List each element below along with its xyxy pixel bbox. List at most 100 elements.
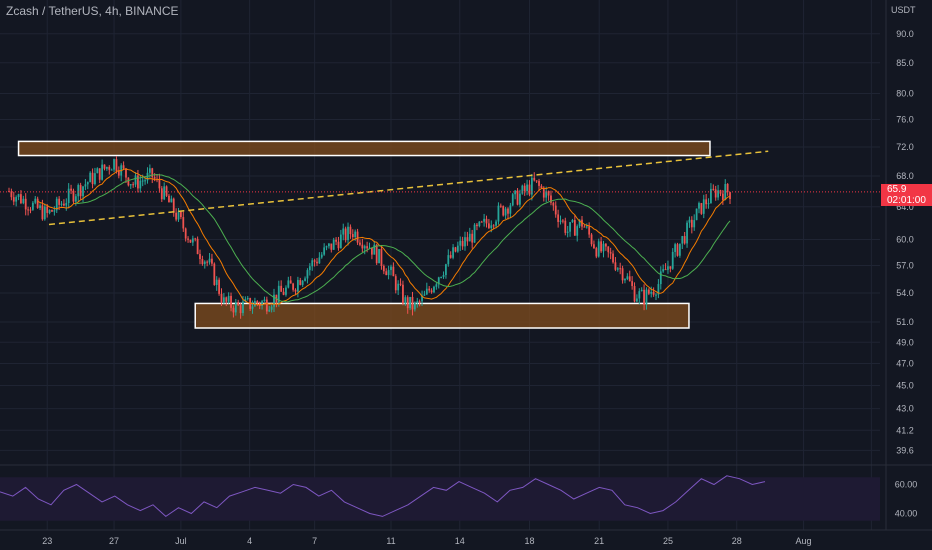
candle <box>607 246 610 253</box>
candle <box>514 190 517 195</box>
candle <box>273 294 275 307</box>
x-tick-label: 25 <box>663 536 673 546</box>
candle <box>43 206 46 220</box>
candle <box>77 185 80 197</box>
y-tick-label: 85.0 <box>896 58 914 68</box>
candle <box>332 239 335 250</box>
candle <box>562 220 564 222</box>
candle <box>636 298 638 302</box>
candle <box>404 297 407 304</box>
candle <box>535 180 538 182</box>
candle <box>676 244 679 256</box>
candle <box>554 205 557 215</box>
candle <box>492 225 495 227</box>
candle <box>578 219 581 227</box>
candle <box>237 302 240 306</box>
candle <box>468 233 471 242</box>
candle <box>287 280 290 288</box>
candle <box>215 279 218 285</box>
y-tick-label: 72.0 <box>896 142 914 152</box>
candle <box>148 168 151 173</box>
candle <box>342 228 345 235</box>
candle <box>160 188 163 200</box>
candle <box>189 239 192 243</box>
candle <box>409 296 411 309</box>
x-tick-label: Jul <box>175 536 187 546</box>
candle <box>698 203 700 209</box>
last-price-badge: 65.9 02:01:00 <box>881 184 932 206</box>
candle <box>344 228 347 241</box>
bar-countdown: 02:01:00 <box>887 195 926 206</box>
candle <box>530 177 533 195</box>
candle <box>657 284 660 295</box>
candle <box>712 188 715 190</box>
candle <box>67 188 70 203</box>
candle <box>485 218 488 224</box>
candle <box>394 276 397 291</box>
last-price-value: 65.9 <box>887 184 907 195</box>
candle <box>232 307 235 313</box>
candle <box>614 262 617 270</box>
x-tick-label: 28 <box>732 536 742 546</box>
candle <box>471 233 474 243</box>
candle <box>363 246 366 249</box>
candle <box>134 175 137 185</box>
candle <box>428 288 431 291</box>
candle <box>602 243 605 252</box>
candle <box>621 268 624 281</box>
candle <box>542 188 545 198</box>
candle <box>519 193 521 205</box>
candle <box>220 293 223 303</box>
candle <box>447 255 450 265</box>
candle <box>256 301 259 304</box>
candle <box>456 245 459 252</box>
candle <box>669 266 672 269</box>
candle <box>569 222 571 232</box>
candle <box>662 269 665 272</box>
candle <box>39 205 41 208</box>
candle <box>22 198 25 204</box>
candle <box>413 302 416 310</box>
candle <box>180 211 182 218</box>
trendline <box>48 150 769 226</box>
candle <box>294 289 297 292</box>
candle <box>117 171 120 176</box>
candle <box>313 260 316 262</box>
y-tick-label: 60.0 <box>896 235 914 245</box>
support-zone <box>194 302 690 329</box>
candle <box>36 198 39 208</box>
candle <box>91 172 94 185</box>
candle <box>464 237 466 247</box>
candle <box>573 220 576 236</box>
candle <box>182 217 185 229</box>
candle <box>547 191 550 196</box>
x-tick-label: 11 <box>386 536 395 546</box>
candle <box>655 294 657 296</box>
x-tick-label: 7 <box>312 536 317 546</box>
candle <box>24 198 27 210</box>
y-tick-label: 41.2 <box>896 425 914 435</box>
candle <box>265 299 268 312</box>
candle <box>418 301 421 303</box>
candle <box>79 185 82 197</box>
candle <box>318 257 321 264</box>
candle <box>17 194 20 198</box>
candle <box>504 208 507 216</box>
x-tick-label: 18 <box>524 536 534 546</box>
candle <box>141 180 144 182</box>
candle <box>597 241 600 257</box>
y-tick-label: 45.0 <box>896 381 914 391</box>
candle <box>101 164 104 180</box>
candle <box>564 220 567 233</box>
candle <box>645 289 648 305</box>
candle <box>65 203 68 206</box>
candle <box>20 194 22 204</box>
candle <box>440 276 443 278</box>
candle <box>416 301 419 303</box>
x-tick-label: Aug <box>796 536 812 546</box>
candle <box>122 165 125 169</box>
candle <box>566 231 569 233</box>
candle <box>690 219 693 228</box>
